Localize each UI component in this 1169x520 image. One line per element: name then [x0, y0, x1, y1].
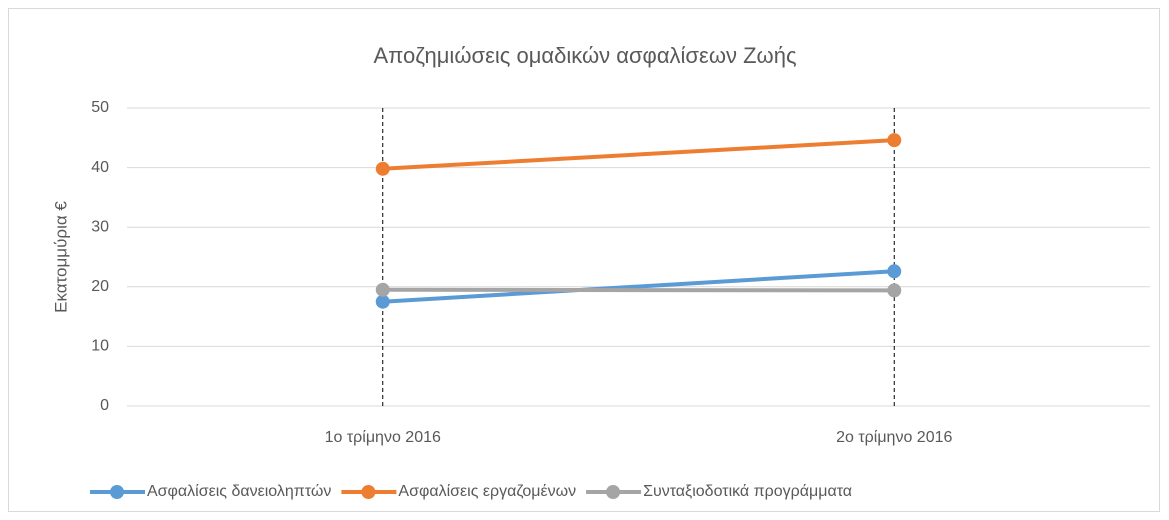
- legend-label: Συνταξιοδοτικά προγράμματα: [643, 483, 852, 500]
- y-tick-label: 30: [91, 218, 109, 235]
- point: [887, 133, 902, 148]
- y-tick-label: 0: [100, 397, 109, 414]
- point: [375, 282, 390, 297]
- legend-marker: [606, 485, 621, 499]
- y-axis-label: Εκατομμύρια €: [51, 201, 70, 313]
- x-tick-label: 1ο τρίμηνο 2016: [325, 429, 441, 446]
- point: [887, 283, 902, 298]
- legend-marker: [110, 485, 124, 499]
- y-tick-label: 40: [91, 159, 109, 176]
- point: [375, 161, 390, 176]
- series-line: [382, 269, 895, 304]
- point: [887, 264, 902, 279]
- point: [375, 294, 390, 309]
- chart-border: [8, 8, 1160, 512]
- y-tick-label: 10: [91, 338, 109, 355]
- legend-marker: [361, 485, 376, 499]
- x-tick-label: 2ο τρίμηνο 2016: [836, 429, 952, 446]
- y-tick-label: 20: [91, 278, 109, 295]
- series-line: [382, 138, 895, 171]
- series-line: [382, 287, 895, 293]
- legend-label: Ασφαλίσεις εργαζομένων: [398, 483, 576, 500]
- legend-label: Ασφαλίσεις δανειοληπτών: [147, 483, 331, 500]
- chart-title: Αποζημιώσεις ομαδικών ασφαλίσεων Ζωής: [373, 43, 796, 68]
- y-tick-label: 50: [91, 99, 109, 116]
